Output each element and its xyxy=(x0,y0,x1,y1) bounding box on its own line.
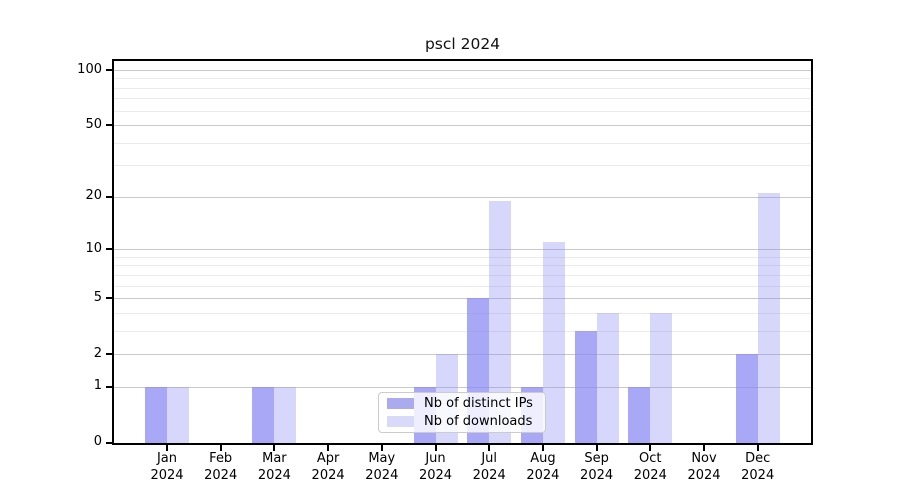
x-tick-label: Jan 2024 xyxy=(150,451,184,483)
y-gridline-minor xyxy=(114,165,811,167)
y-tick-label: 0 xyxy=(93,434,102,450)
y-tick-label: 2 xyxy=(93,345,102,361)
x-tick-mark xyxy=(434,445,437,451)
x-tick-mark xyxy=(703,445,705,451)
x-tick-mark xyxy=(327,445,330,451)
y-tick-label: 50 xyxy=(85,116,102,132)
y-gridline-minor xyxy=(114,98,811,100)
y-tick-label: 5 xyxy=(93,289,102,305)
legend: Nb of distinct IPs Nb of downloads xyxy=(378,392,546,433)
y-gridline-major xyxy=(114,196,811,198)
bar-downloads-dec xyxy=(757,193,780,443)
x-tick-label: Oct 2024 xyxy=(633,451,667,483)
chart-title: pscl 2024 xyxy=(424,35,501,53)
x-tick-label: Nov 2024 xyxy=(687,451,721,483)
x-tick-mark xyxy=(273,445,276,451)
bar-downloads-oct xyxy=(650,312,673,443)
y-gridline-minor xyxy=(114,142,811,144)
x-tick-mark xyxy=(488,445,491,451)
y-tick-mark xyxy=(106,195,114,198)
bar-downloads-jan xyxy=(167,386,189,443)
x-tick-mark xyxy=(541,445,544,451)
y-gridline-minor xyxy=(114,78,811,80)
bar-distinct-ips-jan xyxy=(145,386,167,443)
y-gridline-minor xyxy=(114,312,811,314)
x-tick-mark xyxy=(649,445,652,451)
x-tick-label: Mar 2024 xyxy=(257,451,291,483)
x-tick-label: Dec 2024 xyxy=(741,451,775,483)
legend-label-downloads: Nb of downloads xyxy=(424,414,533,429)
y-tick-mark xyxy=(106,248,114,250)
legend-swatch-downloads-icon xyxy=(387,416,414,427)
bar-distinct-ips-dec xyxy=(735,354,758,443)
x-tick-mark xyxy=(166,445,168,451)
bar-downloads-aug xyxy=(542,242,565,443)
bar-distinct-ips-mar xyxy=(252,386,275,443)
y-gridline-minor xyxy=(114,110,811,112)
x-tick-label: May 2024 xyxy=(365,451,399,483)
y-gridline-minor xyxy=(114,87,811,89)
y-tick-mark xyxy=(106,353,114,355)
legend-swatch-distinct-ips-icon xyxy=(387,398,414,409)
x-tick-label: Aug 2024 xyxy=(526,451,560,483)
y-gridline-minor xyxy=(114,274,811,276)
y-gridline-major xyxy=(114,354,811,355)
x-tick-mark xyxy=(380,445,383,451)
bar-distinct-ips-sep xyxy=(574,330,597,443)
y-gridline-minor xyxy=(114,256,811,258)
bar-downloads-jul xyxy=(489,200,512,443)
bar-distinct-ips-oct xyxy=(628,386,651,443)
y-gridline-minor xyxy=(114,285,811,287)
y-tick-label: 10 xyxy=(85,240,102,256)
x-tick-label: Jun 2024 xyxy=(418,451,453,483)
bar-downloads-sep xyxy=(596,312,619,443)
x-tick-label: Jul 2024 xyxy=(472,451,506,483)
x-tick-label: Apr 2024 xyxy=(311,451,345,483)
x-tick-mark xyxy=(756,445,759,451)
y-gridline-major xyxy=(114,125,811,127)
x-tick-label: Feb 2024 xyxy=(204,451,238,483)
x-tick-mark xyxy=(219,445,222,451)
legend-item-distinct-ips: Nb of distinct IPs xyxy=(387,396,537,411)
y-gridline-minor xyxy=(114,265,811,267)
plot-area xyxy=(112,59,813,445)
y-tick-label: 100 xyxy=(77,61,102,77)
y-gridline-major xyxy=(114,70,811,71)
y-tick-mark xyxy=(106,124,114,127)
x-tick-label: Sep 2024 xyxy=(580,451,614,483)
y-tick-mark xyxy=(106,441,114,444)
x-tick-mark xyxy=(595,445,598,451)
y-tick-mark xyxy=(106,69,114,71)
bar-downloads-mar xyxy=(274,386,297,443)
y-gridline-major xyxy=(114,386,811,388)
legend-label-distinct-ips: Nb of distinct IPs xyxy=(424,396,533,411)
y-gridline-minor xyxy=(114,330,811,332)
y-gridline-major xyxy=(114,249,811,250)
y-gridline-major xyxy=(114,298,811,299)
y-tick-mark xyxy=(106,385,114,388)
y-tick-mark xyxy=(106,297,114,299)
y-tick-label: 1 xyxy=(93,378,102,394)
y-tick-label: 20 xyxy=(85,188,102,204)
legend-item-downloads: Nb of downloads xyxy=(387,414,537,429)
